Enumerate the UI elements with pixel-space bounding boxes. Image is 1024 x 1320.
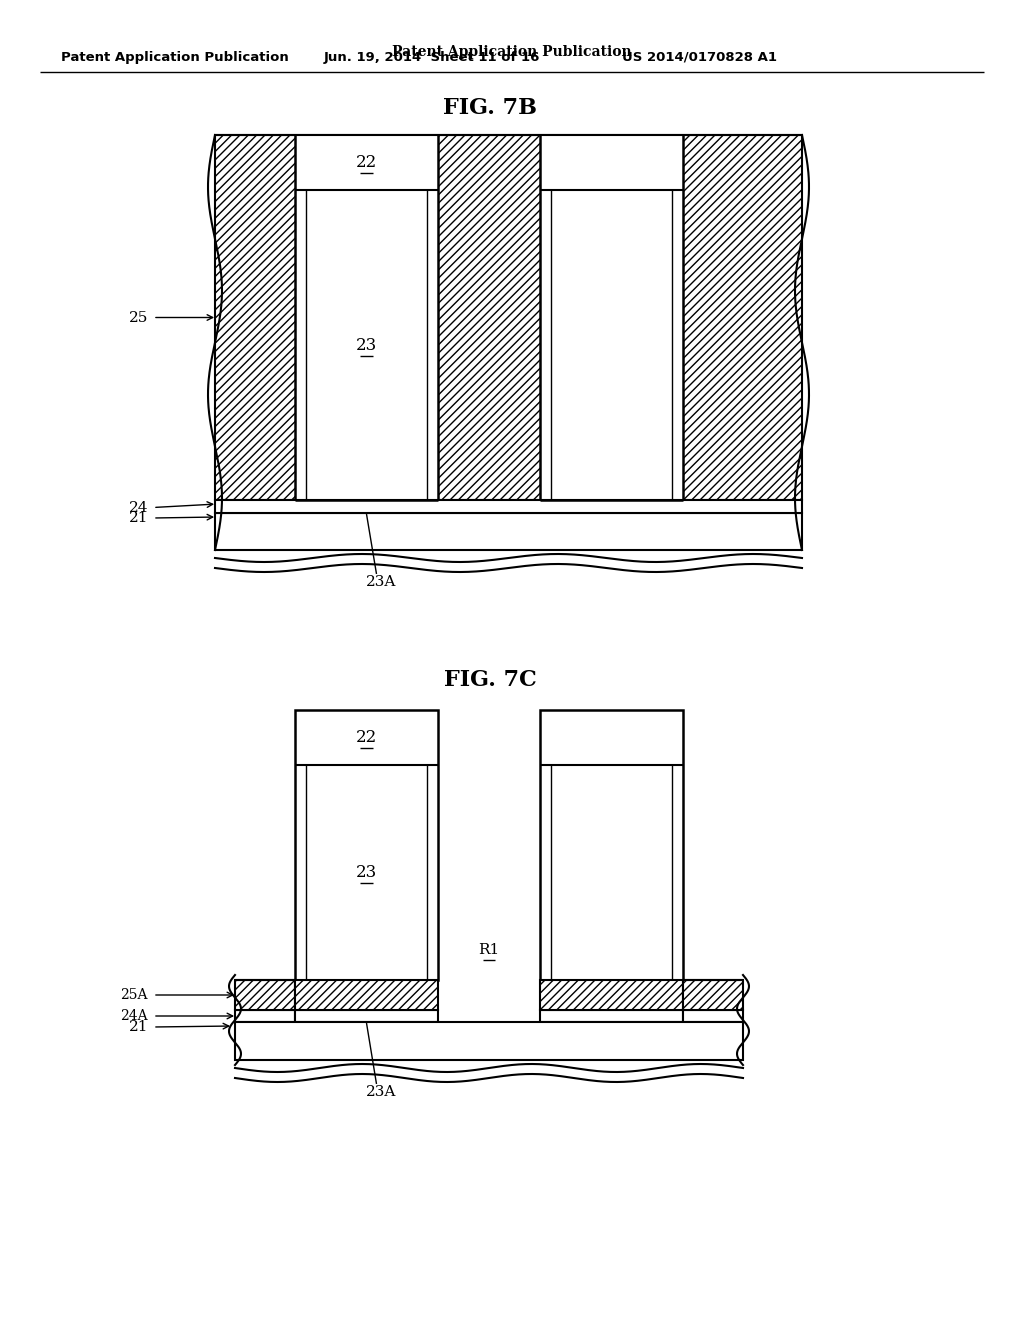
Text: 22: 22	[356, 729, 377, 746]
Text: 24A: 24A	[121, 1008, 148, 1023]
Text: 23: 23	[356, 337, 377, 354]
Text: 25: 25	[129, 310, 148, 325]
Text: 25A: 25A	[121, 987, 148, 1002]
Text: 23A: 23A	[367, 1085, 396, 1100]
Bar	[295, 1010, 438, 1022]
Text: Jun. 19, 2014  Sheet 11 of 16: Jun. 19, 2014 Sheet 11 of 16	[324, 50, 541, 63]
Bar	[683, 979, 743, 1010]
Text: 23A: 23A	[367, 576, 396, 589]
Bar	[215, 513, 802, 550]
Text: Patent Application Publication: Patent Application Publication	[61, 50, 289, 63]
Text: US 2014/0170828 A1: US 2014/0170828 A1	[623, 50, 777, 63]
Text: R1: R1	[478, 942, 500, 957]
Bar	[540, 1010, 683, 1022]
Bar	[540, 710, 683, 979]
Text: FIG. 7B: FIG. 7B	[443, 96, 537, 119]
Bar	[540, 979, 683, 1010]
Bar	[295, 135, 438, 500]
Text: 24: 24	[128, 500, 148, 515]
Text: 21: 21	[128, 1020, 148, 1034]
Text: 22: 22	[356, 154, 377, 172]
Bar	[215, 500, 802, 513]
Text: 21: 21	[128, 511, 148, 525]
Text: FIG. 7C: FIG. 7C	[443, 669, 537, 690]
Bar	[234, 1010, 295, 1022]
Bar	[295, 710, 438, 979]
Bar	[234, 979, 295, 1010]
Bar	[683, 1010, 743, 1022]
Text: Patent Application Publication: Patent Application Publication	[392, 45, 632, 59]
Bar	[295, 979, 438, 1010]
Text: 23: 23	[356, 865, 377, 880]
Bar	[540, 135, 683, 500]
Bar	[234, 1022, 743, 1060]
Bar	[215, 135, 802, 500]
